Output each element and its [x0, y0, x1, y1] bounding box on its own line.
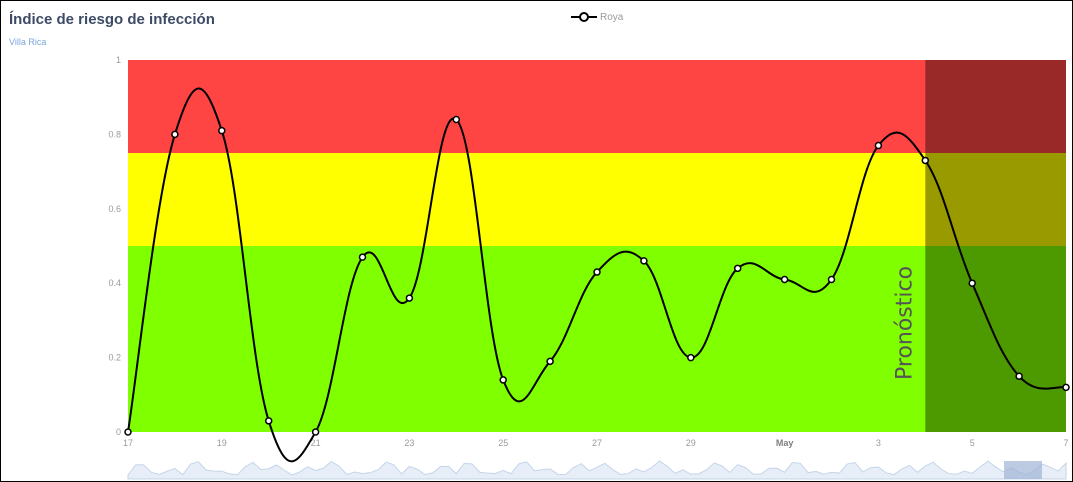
- y-tick-label: 1: [116, 55, 121, 65]
- y-tick-label: 0.4: [108, 278, 121, 288]
- data-point: [687, 353, 695, 362]
- legend-item-roya[interactable]: Roya: [571, 10, 623, 24]
- y-tick-label: 0.2: [108, 353, 121, 363]
- data-point: [1015, 372, 1023, 380]
- data-point: [593, 268, 601, 276]
- data-point: [358, 253, 367, 261]
- data-point: [733, 264, 742, 273]
- data-point: [405, 294, 414, 302]
- x-tick-label: 19: [217, 438, 227, 448]
- x-tick-label: 3: [876, 438, 881, 448]
- data-point: [171, 130, 179, 139]
- x-tick-label: 23: [404, 438, 414, 448]
- data-point: [968, 279, 976, 287]
- y-axis: 0 0.2 0.4 0.6 0.8 1: [108, 55, 121, 437]
- x-tick-label: 27: [592, 438, 602, 448]
- x-axis: 17 19 21 23 25 27 29 May 3 5 7: [123, 438, 1069, 448]
- data-point: [921, 156, 930, 165]
- legend-label: Roya: [600, 11, 624, 23]
- x-tick-label: 5: [970, 438, 975, 448]
- navigator-series: [127, 460, 1067, 480]
- chart-subtitle[interactable]: Villa Rica: [9, 37, 47, 47]
- data-point: [827, 275, 836, 284]
- forecast-label: Pronóstico: [892, 266, 917, 380]
- series-points-roya: [124, 115, 1070, 436]
- data-point: [874, 141, 883, 150]
- data-point: [264, 417, 273, 425]
- data-point: [1062, 383, 1070, 392]
- x-tick-label: 17: [123, 438, 133, 448]
- forecast-region: Pronóstico: [892, 60, 1066, 432]
- risk-bands: [128, 60, 1066, 432]
- band-green: [128, 246, 1066, 432]
- data-point: [640, 257, 648, 265]
- data-point: [780, 275, 789, 284]
- x-tick-label: 29: [686, 438, 696, 448]
- y-tick-label: 0: [116, 427, 121, 437]
- band-yellow: [128, 153, 1066, 246]
- chart-title: Índice de riesgo de infección: [9, 11, 215, 28]
- x-tick-label: 7: [1063, 438, 1068, 448]
- band-red: [128, 60, 1066, 153]
- y-tick-label: 0.8: [108, 129, 121, 139]
- navigator-handle: [1004, 461, 1042, 479]
- data-point: [311, 428, 320, 436]
- legend-line-marker-icon: [571, 12, 597, 22]
- x-tick-label: May: [776, 438, 794, 448]
- x-tick-label: 21: [311, 438, 321, 448]
- data-point: [546, 357, 554, 366]
- data-point: [218, 126, 226, 135]
- data-point: [452, 115, 461, 124]
- forecast-shade: [925, 60, 1066, 432]
- x-tick-label: 25: [498, 438, 508, 448]
- data-point: [124, 428, 132, 436]
- data-point: [499, 376, 507, 384]
- navigator[interactable]: [127, 460, 1067, 480]
- y-tick-label: 0.6: [108, 204, 121, 214]
